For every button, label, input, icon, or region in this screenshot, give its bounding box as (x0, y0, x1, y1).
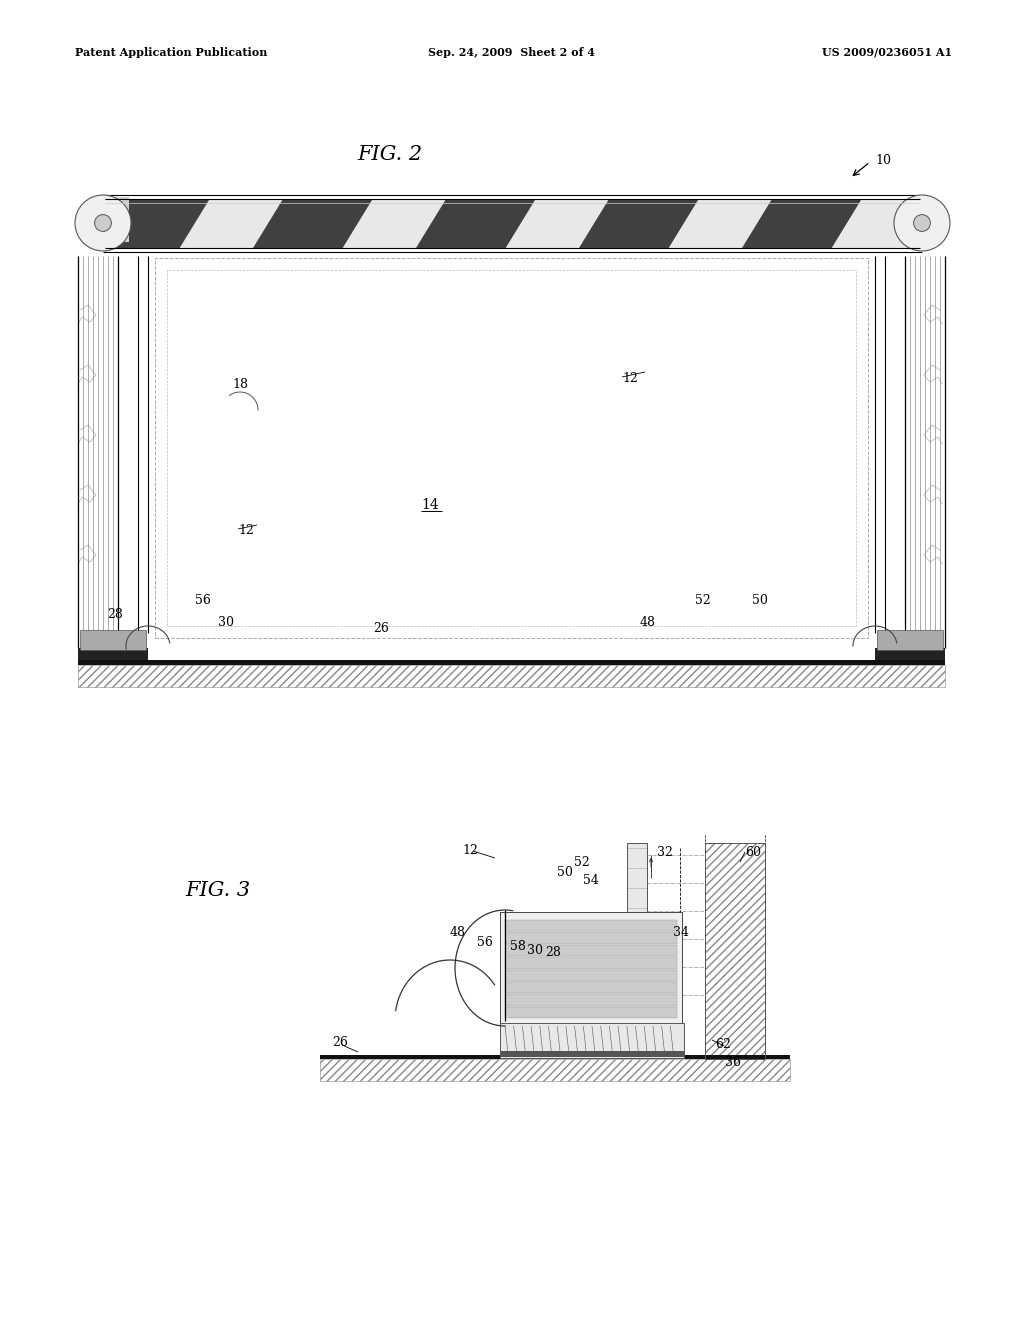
Text: 30: 30 (218, 616, 234, 630)
Bar (78, 648, 148, 660)
Circle shape (913, 215, 931, 231)
Text: 28: 28 (106, 609, 123, 622)
Bar (705, 843, 765, 1059)
Bar (505, 969, 677, 981)
Text: 14: 14 (421, 498, 439, 512)
Bar (500, 1023, 684, 1059)
Bar (505, 957, 677, 969)
Circle shape (94, 215, 112, 231)
Bar (500, 912, 682, 1027)
Bar (627, 843, 647, 1027)
Bar (705, 843, 765, 1059)
Bar (505, 994, 677, 1006)
Text: 48: 48 (450, 925, 466, 939)
Bar (505, 945, 677, 956)
Text: 48: 48 (640, 615, 656, 628)
Text: 30: 30 (527, 944, 543, 957)
Bar (82, 632, 144, 645)
Text: 36: 36 (725, 1056, 741, 1068)
Text: 50: 50 (557, 866, 572, 879)
Text: 60: 60 (745, 846, 761, 858)
Text: US 2009/0236051 A1: US 2009/0236051 A1 (822, 46, 952, 58)
Text: 28: 28 (545, 946, 561, 960)
Text: 62: 62 (715, 1039, 731, 1052)
Text: 58: 58 (510, 940, 526, 953)
Bar (505, 920, 677, 932)
Text: FIG. 2: FIG. 2 (357, 145, 423, 165)
Bar (105, 199, 920, 248)
Bar (627, 843, 647, 1027)
Bar (80, 630, 146, 649)
Bar (78, 660, 945, 665)
Text: 10: 10 (874, 153, 891, 166)
Text: Sep. 24, 2009  Sheet 2 of 4: Sep. 24, 2009 Sheet 2 of 4 (428, 46, 596, 58)
Text: FIG. 3: FIG. 3 (185, 880, 251, 899)
Bar (500, 1051, 684, 1057)
Bar (505, 1007, 677, 1018)
Text: 26: 26 (373, 622, 389, 635)
Text: 18: 18 (232, 379, 248, 392)
Text: 52: 52 (574, 855, 590, 869)
Text: 56: 56 (195, 594, 211, 606)
Bar (877, 630, 943, 649)
Bar (319, 1059, 790, 1081)
Text: 54: 54 (583, 874, 599, 887)
Polygon shape (253, 199, 373, 248)
Text: 12: 12 (238, 524, 254, 536)
Bar (505, 932, 677, 944)
Text: 32: 32 (657, 846, 673, 858)
Circle shape (894, 195, 950, 251)
Text: 12: 12 (462, 843, 478, 857)
Polygon shape (579, 199, 698, 248)
Polygon shape (90, 199, 210, 248)
Text: 26: 26 (332, 1035, 348, 1048)
Bar (874, 648, 945, 660)
Text: Patent Application Publication: Patent Application Publication (75, 46, 267, 58)
Text: 50: 50 (752, 594, 768, 606)
Bar (167, 271, 856, 626)
Text: 12: 12 (622, 371, 638, 384)
Text: 56: 56 (477, 936, 493, 949)
Polygon shape (416, 199, 536, 248)
Bar (106, 197, 129, 242)
Bar (500, 1023, 684, 1059)
Bar (500, 912, 682, 1027)
Bar (505, 982, 677, 993)
Circle shape (75, 195, 131, 251)
Bar (879, 632, 941, 645)
Bar (319, 1055, 790, 1059)
Bar (918, 197, 922, 242)
Bar (78, 665, 945, 686)
Polygon shape (742, 199, 861, 248)
Text: 52: 52 (695, 594, 711, 606)
Bar (155, 257, 868, 638)
Text: 34: 34 (673, 925, 689, 939)
